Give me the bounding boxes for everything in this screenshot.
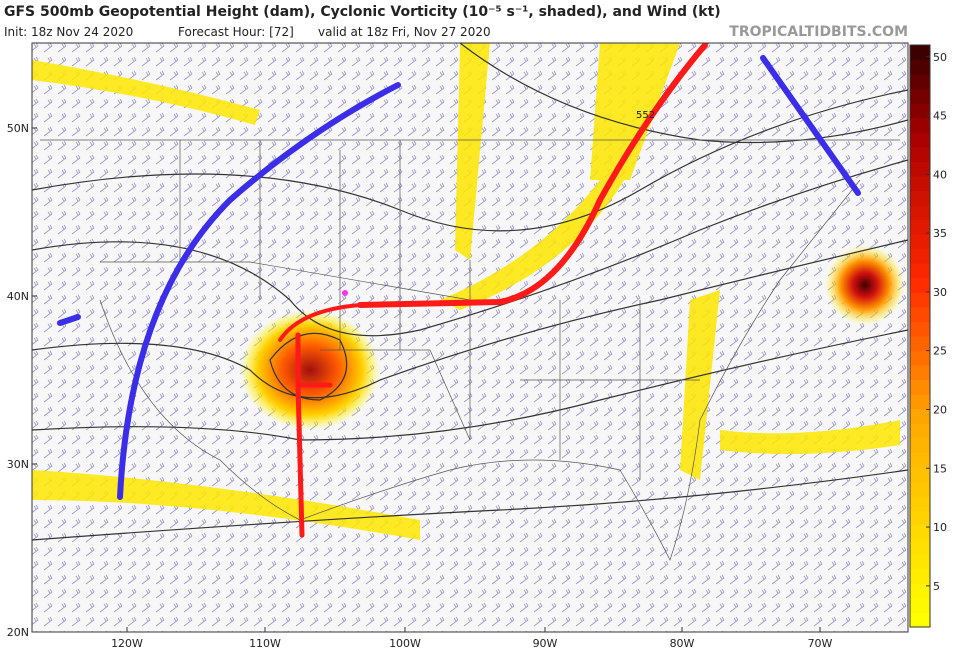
colorbar-tick-label: 25 (933, 345, 947, 358)
map: 552 (32, 43, 908, 632)
colorbar-band (910, 554, 930, 570)
lat-label: 50N (7, 122, 29, 135)
init-time: Init: 18z Nov 24 2020 (4, 25, 133, 39)
credit: TROPICALTIDBITS.COM (729, 24, 908, 40)
colorbar-band (910, 583, 930, 599)
colorbar-band (910, 496, 930, 512)
colorbar-band (910, 510, 930, 526)
colorbar: 5 10 15 20 25 30 35 40 45 50 (909, 44, 947, 628)
lat-labels: 50N 40N 30N 20N (7, 122, 37, 639)
lon-label: 120W (111, 637, 143, 650)
colorbar-band (910, 263, 930, 279)
colorbar-tick-label: 20 (933, 403, 947, 416)
colorbar-band (910, 205, 930, 221)
colorbar-band (910, 74, 930, 90)
colorbar-band (910, 466, 930, 482)
colorbar-band (910, 234, 930, 250)
colorbar-band (910, 321, 930, 337)
colorbar-tick-label: 45 (933, 110, 947, 123)
lon-label: 110W (249, 637, 281, 650)
colorbar-band (910, 612, 930, 628)
colorbar-band (910, 132, 930, 148)
colorbar-band (910, 277, 930, 293)
colorbar-tick-label: 40 (933, 168, 947, 181)
colorbar-band (910, 336, 930, 352)
colorbar-band (910, 292, 930, 308)
colorbar-band (910, 306, 930, 322)
colorbar-band (910, 525, 930, 541)
colorbar-band (910, 190, 930, 206)
colorbar-band (910, 59, 930, 75)
lon-labels: 120W 110W 100W 90W 80W 70W (111, 627, 833, 650)
colorbar-tick-label: 35 (933, 227, 947, 240)
colorbar-band (910, 161, 930, 177)
colorbar-band (910, 423, 930, 439)
colorbar-band (910, 45, 930, 61)
colorbar-tick-label: 5 (933, 580, 940, 593)
contour-label: 552 (636, 110, 655, 121)
lon-label: 100W (389, 637, 421, 650)
colorbar-band (910, 379, 930, 395)
colorbar-band (910, 365, 930, 381)
colorbar-band (910, 219, 930, 235)
lon-label: 80W (670, 637, 695, 650)
colorbar-band (910, 597, 930, 613)
title: GFS 500mb Geopotential Height (dam), Cyc… (4, 4, 721, 20)
map-frame (31, 42, 909, 633)
colorbar-band (910, 568, 930, 584)
colorbar-band (910, 437, 930, 453)
colorbar-band (910, 408, 930, 424)
colorbar-band (910, 350, 930, 366)
colorbar-band (910, 146, 930, 162)
colorbar-band (910, 481, 930, 497)
colorbar-tick-label: 10 (933, 521, 947, 534)
storm-vorticity (825, 245, 905, 325)
annotations (57, 43, 861, 538)
valid-time: valid at 18z Fri, Nov 27 2020 (318, 25, 491, 39)
lat-label: 30N (7, 458, 29, 471)
colorbar-band (910, 452, 930, 468)
lat-label: 40N (7, 290, 29, 303)
lat-label: 20N (7, 626, 29, 639)
colorbar-band (910, 117, 930, 133)
forecast-hour: Forecast Hour: [72] (178, 25, 294, 39)
colorbar-band (910, 103, 930, 119)
colorbar-tick-label: 50 (933, 51, 947, 64)
borders (40, 139, 900, 561)
vorticity-shading (32, 43, 900, 540)
lon-label: 90W (533, 637, 558, 650)
colorbar-tick-label: 15 (933, 462, 947, 475)
lon-label: 70W (808, 637, 833, 650)
colorbar-band (910, 175, 930, 191)
colorbar-band (910, 394, 930, 410)
colorbar-band (910, 88, 930, 104)
colorbar-band (910, 539, 930, 555)
low-vorticity (240, 310, 380, 430)
colorbar-band (910, 248, 930, 264)
colorbar-tick-label: 30 (933, 286, 947, 299)
colorbar-frame (909, 44, 931, 628)
